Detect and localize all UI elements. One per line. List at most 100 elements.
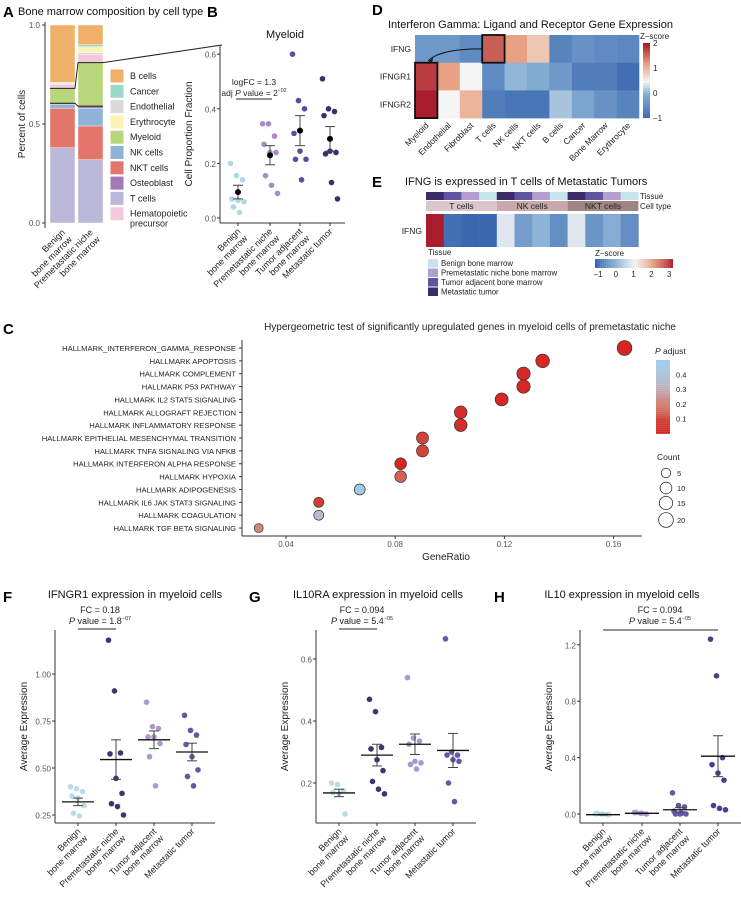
data-point bbox=[303, 156, 309, 163]
y-tick-label: 0.0 bbox=[565, 811, 577, 820]
annotation-p: P bbox=[235, 88, 241, 98]
heatmap-cell bbox=[504, 62, 528, 91]
colorbar-segment bbox=[669, 259, 672, 268]
row-label: IFNG bbox=[402, 226, 422, 236]
myeloid-boundary-line bbox=[50, 102, 103, 107]
y-axis-label: Average Expression bbox=[19, 682, 30, 771]
colorbar-segment bbox=[645, 259, 648, 268]
data-point bbox=[67, 784, 74, 790]
data-point bbox=[368, 746, 374, 752]
annotation-suffix: value = 5.4 bbox=[635, 616, 682, 626]
enrichment-dot bbox=[253, 523, 264, 533]
row-label: IFNGR2 bbox=[380, 99, 411, 109]
bar-segment-myeloid bbox=[49, 88, 76, 104]
legend-label: NK cells bbox=[130, 148, 164, 158]
colorbar-segment bbox=[643, 65, 650, 69]
size-legend-circle bbox=[659, 481, 673, 495]
heatmap-cell bbox=[415, 90, 438, 119]
data-point bbox=[413, 766, 420, 772]
y-axis-label: Percent of cells bbox=[17, 90, 28, 158]
enrichment-dot bbox=[394, 470, 407, 483]
y-tick-label: 0.6 bbox=[205, 51, 217, 60]
tissue-legend-swatch bbox=[428, 278, 438, 287]
legend-label: B cells bbox=[130, 71, 157, 81]
heatmap-cell bbox=[594, 35, 617, 63]
annotation-p: P bbox=[331, 616, 337, 626]
data-point bbox=[79, 788, 86, 795]
colorbar-segment bbox=[643, 55, 650, 59]
data-point bbox=[683, 811, 689, 817]
data-point bbox=[381, 791, 388, 797]
plot-title: Myeloid bbox=[266, 29, 304, 41]
y-tick-label: 0.4 bbox=[301, 718, 313, 727]
tissue-legend-swatch bbox=[428, 268, 438, 277]
colorbar-segment bbox=[643, 98, 650, 101]
colorbar-segment bbox=[602, 259, 605, 268]
data-point bbox=[407, 761, 414, 768]
data-point bbox=[187, 727, 194, 734]
panel-letter-g: G bbox=[249, 589, 261, 606]
colorbar-segment bbox=[665, 259, 668, 268]
y-tick-label: 0.2 bbox=[205, 160, 217, 169]
heatmap-cell bbox=[426, 214, 444, 247]
colorbar-segment bbox=[643, 50, 650, 54]
data-point bbox=[454, 752, 461, 758]
row-label: IFNG bbox=[391, 44, 411, 54]
colorbar-segment bbox=[656, 390, 670, 393]
colorbar-segment bbox=[643, 103, 650, 106]
data-point bbox=[375, 786, 382, 792]
colorbar-segment bbox=[643, 108, 650, 111]
term-label: HALLMARK IL6 JAK STAT3 SIGNALING bbox=[98, 498, 236, 507]
colorbar-segment bbox=[643, 115, 650, 119]
enrichment-dot bbox=[353, 483, 366, 496]
heatmap-cell bbox=[620, 214, 639, 247]
heatmap-cell bbox=[482, 62, 505, 91]
colorbar-segment bbox=[647, 259, 650, 268]
data-point bbox=[70, 810, 77, 816]
term-label: HALLMARK_INTERFERON_GAMMA_RESPONSE bbox=[62, 344, 236, 353]
tissue-legend-label: Metastatic tumor bbox=[441, 288, 499, 297]
colorbar-segment bbox=[622, 259, 625, 268]
size-legend-label: 5 bbox=[677, 469, 681, 478]
heatmap-cell bbox=[603, 214, 621, 247]
legend-swatch bbox=[109, 114, 125, 130]
heatmap-cell bbox=[459, 62, 483, 91]
bar-segment-nkt-cells bbox=[77, 125, 104, 160]
size-legend-circle bbox=[658, 512, 674, 528]
annotation-suffix: value = 2 bbox=[241, 88, 278, 98]
colorbar-segment bbox=[656, 364, 670, 367]
colorbar-segment bbox=[643, 110, 650, 114]
data-point bbox=[721, 777, 727, 783]
legend-swatch bbox=[109, 160, 125, 176]
color-legend-title-rest: adjust bbox=[661, 346, 687, 356]
y-tick-label: 0.6 bbox=[301, 656, 313, 665]
colorbar-tick-label: 2 bbox=[653, 39, 658, 48]
bar-segment-hematopoietic-precursor bbox=[49, 84, 76, 89]
annotation-line1: FC = 0.18 bbox=[80, 605, 120, 615]
panel-g-dot-plot: IL10RA expression in myeloid cells 0.2 0.4… bbox=[280, 589, 476, 889]
enrichment-dot bbox=[454, 418, 468, 432]
tissue-annotation-cell bbox=[443, 192, 462, 200]
cell-type-label: NKT cells bbox=[585, 201, 621, 211]
tissue-annotation-label: Tissue bbox=[640, 192, 664, 201]
colorbar-segment bbox=[667, 259, 670, 268]
data-point bbox=[271, 133, 278, 139]
colorbar-segment bbox=[643, 60, 650, 64]
data-point bbox=[265, 121, 272, 127]
colorbar-segment bbox=[656, 398, 670, 402]
heatmap-cell bbox=[594, 62, 617, 91]
colorbar-segment bbox=[656, 413, 670, 416]
data-point bbox=[114, 803, 121, 810]
data-point bbox=[366, 696, 373, 703]
colorbar-segment bbox=[598, 259, 601, 268]
colorbar-segment bbox=[656, 368, 670, 371]
legend-label: T cells bbox=[130, 193, 156, 203]
colorbar-segment bbox=[643, 48, 650, 51]
mean-point bbox=[297, 127, 303, 134]
colorbar-segment bbox=[656, 370, 670, 373]
tissue-annotation-cell bbox=[479, 192, 498, 200]
annotation-p: P bbox=[69, 616, 75, 626]
heatmap-cell bbox=[594, 90, 617, 119]
panel-d-heatmap: Interferon Gamma: Ligand and Receptor Ge… bbox=[380, 19, 673, 163]
heatmap-title: IFNG is expressed in T cells of Metastat… bbox=[405, 176, 648, 188]
